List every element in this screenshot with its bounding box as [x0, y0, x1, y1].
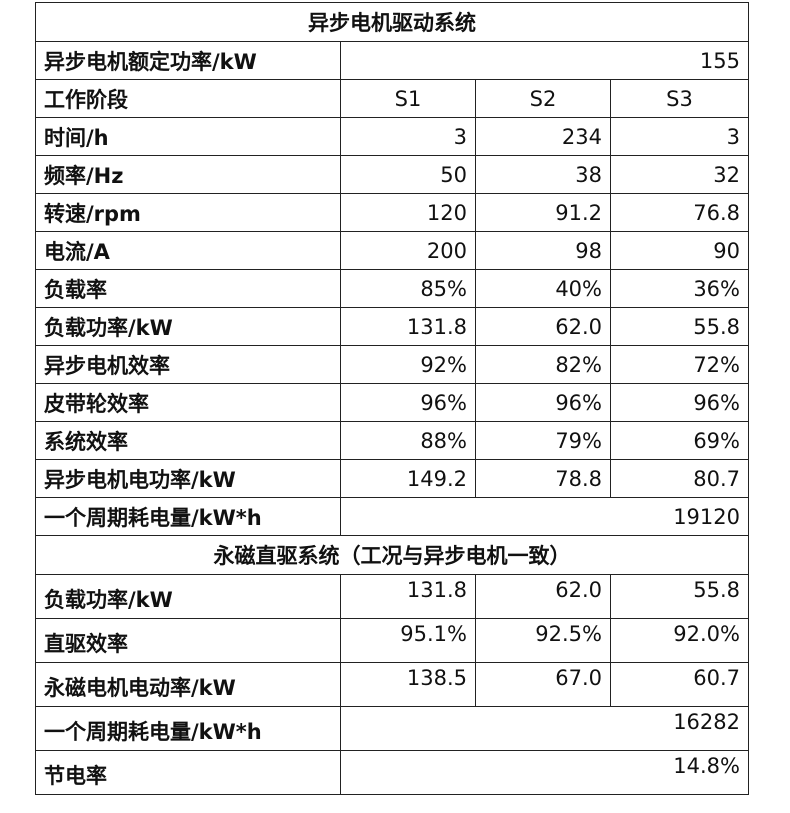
cell-s1: 88%	[340, 421, 476, 460]
cell-s1: 120	[340, 193, 476, 232]
row-label: 系统效率	[35, 421, 341, 460]
stages-row: 工作阶段 S1 S2 S3	[35, 79, 749, 118]
cell-s2: 79%	[475, 421, 611, 460]
row-label: 异步电机效率	[35, 345, 341, 384]
cell-s2: 82%	[475, 345, 611, 384]
cell-s2: 62.0	[475, 307, 611, 346]
stage-s1: S1	[340, 79, 476, 118]
row-label: 一个周期耗电量/kW*h	[35, 706, 341, 751]
row-label: 转速/rpm	[35, 193, 341, 232]
cell-s1: 138.5	[340, 662, 476, 707]
table-row: 负载功率/kW 131.8 62.0 55.8	[35, 574, 749, 619]
cycle-energy-value: 16282	[340, 706, 749, 751]
cell-s2: 62.0	[475, 574, 611, 619]
cell-s3: 96%	[610, 383, 749, 422]
cell-s2: 67.0	[475, 662, 611, 707]
row-label: 负载功率/kW	[35, 307, 341, 346]
cell-s1: 95.1%	[340, 618, 476, 663]
section-1-title: 异步电机驱动系统	[35, 2, 749, 42]
table-row: 永磁电机电动率/kW 138.5 67.0 60.7	[35, 662, 749, 707]
cell-s3: 36%	[610, 269, 749, 308]
row-label: 工作阶段	[35, 79, 341, 118]
row-label: 永磁电机电动率/kW	[35, 662, 341, 707]
cell-s3: 90	[610, 231, 749, 270]
cell-s1: 200	[340, 231, 476, 270]
cell-s3: 55.8	[610, 574, 749, 619]
cell-s2: 96%	[475, 383, 611, 422]
table-row: 异步电机电功率/kW 149.2 78.8 80.7	[35, 459, 749, 498]
table-row: 时间/h 3 234 3	[35, 117, 749, 156]
table-row: 皮带轮效率 96% 96% 96%	[35, 383, 749, 422]
stage-s3: S3	[610, 79, 749, 118]
cell-s1: 50	[340, 155, 476, 194]
row-label: 时间/h	[35, 117, 341, 156]
saving-rate-row: 节电率 14.8%	[35, 750, 749, 795]
table-row: 频率/Hz 50 38 32	[35, 155, 749, 194]
row-label: 频率/Hz	[35, 155, 341, 194]
cell-s1: 92%	[340, 345, 476, 384]
row-label: 负载率	[35, 269, 341, 308]
table-row: 负载功率/kW 131.8 62.0 55.8	[35, 307, 749, 346]
section-2-title: 永磁直驱系统（工况与异步电机一致）	[35, 535, 749, 575]
table-row: 异步电机效率 92% 82% 72%	[35, 345, 749, 384]
table-row: 转速/rpm 120 91.2 76.8	[35, 193, 749, 232]
saving-rate-value: 14.8%	[340, 750, 749, 795]
table-row: 电流/A 200 98 90	[35, 231, 749, 270]
section-1-title-row: 异步电机驱动系统	[35, 2, 749, 42]
data-table-document: 异步电机驱动系统 异步电机额定功率/kW 155 工作阶段 S1 S2 S3 时…	[35, 2, 749, 795]
cycle-energy-row: 一个周期耗电量/kW*h 19120	[35, 497, 749, 536]
cell-s2: 234	[475, 117, 611, 156]
cell-s3: 60.7	[610, 662, 749, 707]
row-label: 一个周期耗电量/kW*h	[35, 497, 341, 536]
table-row: 系统效率 88% 79% 69%	[35, 421, 749, 460]
cell-s1: 3	[340, 117, 476, 156]
cell-s3: 92.0%	[610, 618, 749, 663]
rated-power-row: 异步电机额定功率/kW 155	[35, 41, 749, 80]
row-label: 皮带轮效率	[35, 383, 341, 422]
cell-s3: 76.8	[610, 193, 749, 232]
cell-s1: 131.8	[340, 307, 476, 346]
cell-s3: 32	[610, 155, 749, 194]
cell-s3: 3	[610, 117, 749, 156]
cell-s2: 92.5%	[475, 618, 611, 663]
motor-comparison-table: 异步电机驱动系统 异步电机额定功率/kW 155 工作阶段 S1 S2 S3 时…	[35, 2, 749, 795]
row-label: 异步电机电功率/kW	[35, 459, 341, 498]
table-row: 直驱效率 95.1% 92.5% 92.0%	[35, 618, 749, 663]
cell-s2: 40%	[475, 269, 611, 308]
cell-s1: 85%	[340, 269, 476, 308]
table-row: 负载率 85% 40% 36%	[35, 269, 749, 308]
rated-power-value: 155	[340, 41, 749, 80]
cell-s1: 131.8	[340, 574, 476, 619]
cycle-energy-value: 19120	[340, 497, 749, 536]
cycle-energy-row: 一个周期耗电量/kW*h 16282	[35, 706, 749, 751]
section-2-title-row: 永磁直驱系统（工况与异步电机一致）	[35, 535, 749, 575]
row-label: 异步电机额定功率/kW	[35, 41, 341, 80]
row-label: 直驱效率	[35, 618, 341, 663]
row-label: 电流/A	[35, 231, 341, 270]
cell-s2: 78.8	[475, 459, 611, 498]
cell-s2: 91.2	[475, 193, 611, 232]
stage-s2: S2	[475, 79, 611, 118]
cell-s1: 149.2	[340, 459, 476, 498]
cell-s3: 80.7	[610, 459, 749, 498]
cell-s3: 55.8	[610, 307, 749, 346]
cell-s3: 69%	[610, 421, 749, 460]
cell-s1: 96%	[340, 383, 476, 422]
row-label: 负载功率/kW	[35, 574, 341, 619]
cell-s3: 72%	[610, 345, 749, 384]
cell-s2: 98	[475, 231, 611, 270]
row-label: 节电率	[35, 750, 341, 795]
cell-s2: 38	[475, 155, 611, 194]
